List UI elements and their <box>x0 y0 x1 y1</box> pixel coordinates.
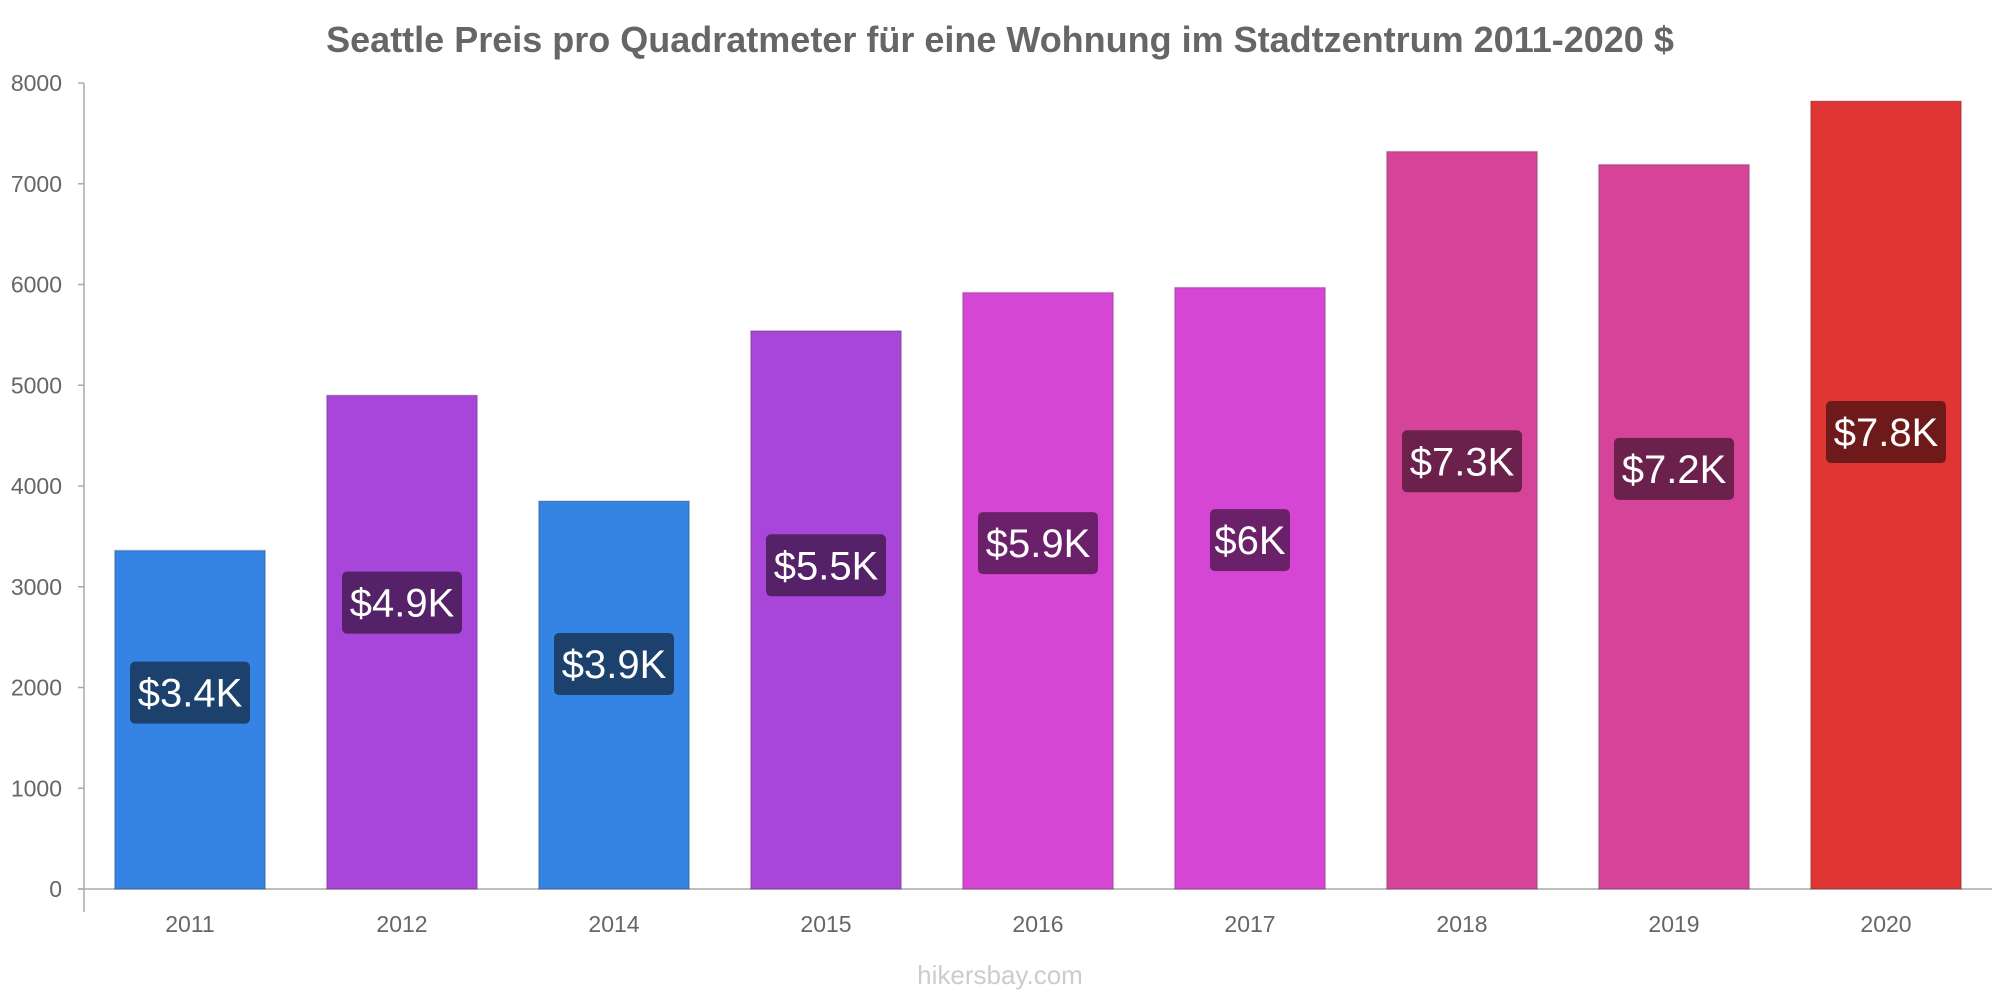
y-tick-label: 3000 <box>11 574 62 600</box>
value-label-box <box>978 512 1098 575</box>
value-label-box <box>554 633 674 696</box>
bar-2016 <box>961 291 1115 890</box>
value-label-2019: $7.2K <box>1614 437 1734 500</box>
value-label-text: $7.3K <box>1410 440 1515 484</box>
x-tick-label: 2012 <box>376 911 427 937</box>
bar-2017 <box>1173 286 1327 890</box>
value-label-text: $5.5K <box>774 544 879 588</box>
y-tick-label: 6000 <box>11 272 62 298</box>
value-label-box <box>1402 430 1522 493</box>
bar-2019 <box>1597 163 1751 890</box>
value-label-box <box>766 534 886 597</box>
x-tick-label: 2019 <box>1648 911 1699 937</box>
value-label-box <box>130 661 250 724</box>
value-label-box <box>342 571 462 634</box>
value-label-2016: $5.9K <box>978 512 1098 575</box>
value-label-text: $7.2K <box>1622 448 1727 492</box>
x-tick-label: 2018 <box>1436 911 1487 937</box>
y-tick-label: 5000 <box>11 372 62 398</box>
value-label-text: $7.8K <box>1834 411 1939 455</box>
x-tick-label: 2014 <box>588 911 639 937</box>
x-tick-label: 2015 <box>800 911 851 937</box>
value-label-box <box>1614 437 1734 500</box>
bar-2014 <box>537 500 691 890</box>
value-label-text: $5.9K <box>986 522 1091 566</box>
value-labels-group: $3.4K $4.9K $3.9K $5.5K $5.9K $6K $7.3K $7.2K $7… <box>130 401 1946 724</box>
y-tick-label: 8000 <box>11 70 62 96</box>
y-tick-label: 4000 <box>11 473 62 499</box>
y-axis-ticks: 0 1000 2000 3000 4000 5000 6000 7000 8000 <box>11 70 84 902</box>
chart-title: Seattle Preis pro Quadratmeter für eine … <box>326 19 1674 60</box>
value-label-text: $4.9K <box>350 582 455 626</box>
x-axis-ticks: 2011 2012 2014 2015 2016 2017 2018 2019 2020 <box>165 911 1911 937</box>
value-label-text: $3.9K <box>562 643 667 687</box>
y-tick-label: 1000 <box>11 775 62 801</box>
value-label-text: $6K <box>1214 519 1285 563</box>
bar-2018 <box>1385 150 1539 890</box>
y-tick-label: 2000 <box>11 675 62 701</box>
x-tick-label: 2011 <box>165 911 214 937</box>
value-label-2012: $4.9K <box>342 571 462 634</box>
bar-2015 <box>749 330 903 890</box>
value-label-2017: $6K <box>1210 509 1290 572</box>
value-label-2015: $5.5K <box>766 534 886 597</box>
value-label-box <box>1826 401 1946 464</box>
value-label-2011: $3.4K <box>130 661 250 724</box>
x-tick-label: 2020 <box>1860 911 1911 937</box>
bar-2020 <box>1809 100 1963 890</box>
value-label-2018: $7.3K <box>1402 430 1522 493</box>
x-tick-label: 2017 <box>1224 911 1275 937</box>
watermark: hikersbay.com <box>917 960 1083 990</box>
value-label-2014: $3.9K <box>554 633 674 696</box>
x-tick-label: 2016 <box>1012 911 1063 937</box>
y-tick-label: 0 <box>49 876 62 902</box>
value-label-text: $3.4K <box>138 672 243 716</box>
bar-2012 <box>325 394 479 890</box>
value-label-2020: $7.8K <box>1826 401 1946 464</box>
value-label-box <box>1210 509 1290 572</box>
y-tick-label: 7000 <box>11 171 62 197</box>
